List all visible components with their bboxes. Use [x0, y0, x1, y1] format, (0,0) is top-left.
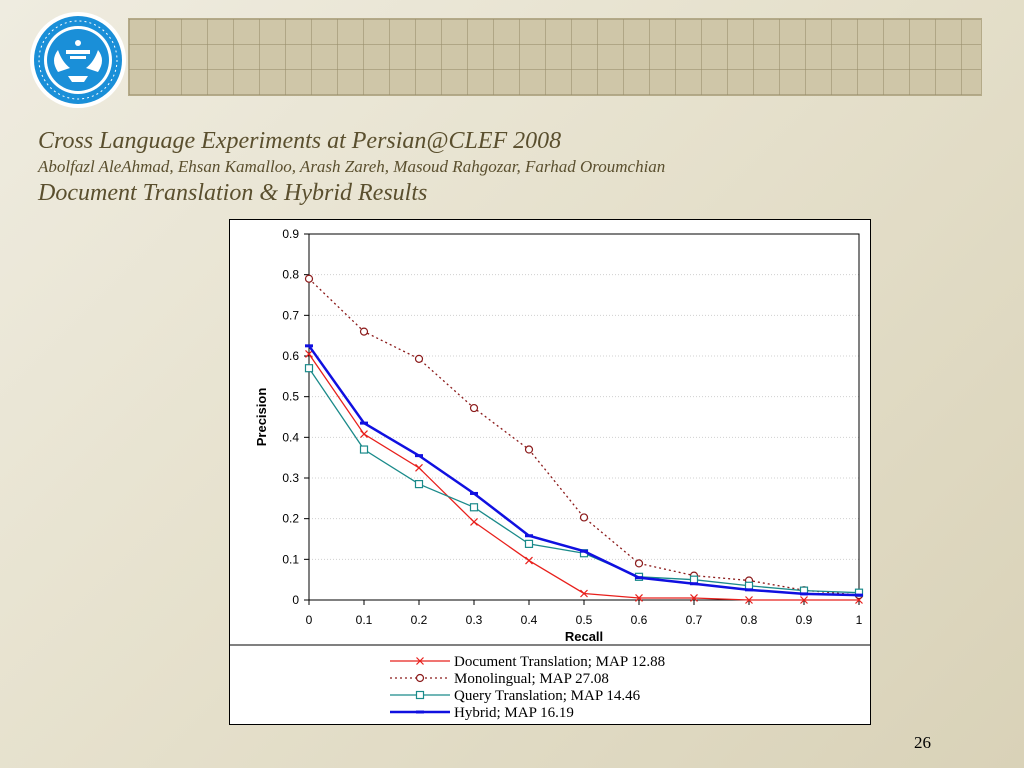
- series-1-point: [580, 589, 588, 598]
- x-tick-label: 1: [856, 613, 863, 627]
- x-tick-label: 0: [306, 613, 313, 627]
- plot-area-frame: [308, 233, 860, 601]
- series-1-point: [635, 594, 643, 602]
- page-number: 26: [914, 733, 931, 752]
- series-3-point: [414, 480, 424, 489]
- axes: 0 0.1 0.2 0.3 0.4 0.5 0.6 0.7 0.8 0.9 0 0.1 0.2 0.3 0.…: [282, 227, 862, 627]
- series-1-point: [470, 517, 478, 526]
- x-tick-label: 0.2: [411, 613, 428, 627]
- series-1-point: [525, 556, 533, 565]
- series-1-point: [305, 350, 313, 358]
- x-axis-label: Recall: [565, 629, 603, 644]
- university-of-tehran-logo-icon: [30, 12, 126, 108]
- x-tick-label: 0.9: [796, 613, 813, 627]
- legend-label-2: Monolingual; MAP 27.08: [454, 671, 609, 687]
- series-3-point: [524, 539, 534, 548]
- series-4-line: [307, 345, 860, 597]
- slide-authors: Abolfazl AleAhmad, Ehsan Kamalloo, Arash…: [38, 157, 666, 176]
- series-2-point: [359, 327, 369, 336]
- title-block: Cross Language Experiments at Persian@CL…: [38, 126, 665, 208]
- x-tick-label: 0.6: [631, 613, 648, 627]
- x-tick-label: 0.7: [686, 613, 703, 627]
- legend-marker-1: [416, 657, 424, 665]
- y-tick-label: 0.3: [282, 471, 299, 485]
- x-tick-label: 0.4: [521, 613, 538, 627]
- slide-subtitle: Document Translation & Hybrid Results: [38, 180, 428, 206]
- y-tick-label: 0.7: [282, 308, 299, 322]
- series-1-point: [360, 430, 368, 439]
- series-2-point: [469, 403, 479, 413]
- y-tick-label: 0.6: [282, 349, 299, 363]
- series-lines: [304, 274, 864, 604]
- x-tick-label: 0.8: [741, 613, 758, 627]
- series-2-point: [634, 559, 644, 568]
- series-3-point: [359, 445, 369, 454]
- y-axis-label: Precision: [254, 388, 269, 447]
- legend-marker-3: [415, 690, 425, 700]
- series-1-point: [415, 463, 423, 472]
- y-tick-label: 0.4: [282, 430, 299, 444]
- series-2-point: [304, 274, 314, 283]
- series-2-line: [308, 278, 860, 596]
- x-tick-label: 0.1: [356, 613, 373, 627]
- slide-title: Cross Language Experiments at Persian@CL…: [38, 128, 562, 154]
- legend-marker-2: [415, 673, 425, 683]
- series-3-point: [689, 575, 699, 584]
- y-tick-label: 0.5: [282, 390, 299, 404]
- series-1-line: [308, 353, 859, 601]
- y-tick-label: 0.1: [282, 552, 299, 566]
- legend-label-4: Hybrid; MAP 16.19: [454, 705, 574, 721]
- legend-label-3: Query Translation; MAP 14.46: [454, 688, 641, 704]
- legend-label-1: Document Translation; MAP 12.88: [454, 654, 665, 670]
- series-2-point: [524, 445, 534, 454]
- series-3-point: [744, 581, 754, 590]
- series-2-point: [579, 513, 589, 522]
- university-logo: [28, 10, 128, 110]
- series-1-point: [800, 596, 808, 604]
- series-3-point: [469, 503, 479, 512]
- legend: Document Translation; MAP 12.88Monolingu…: [390, 654, 665, 721]
- precision-recall-chart: 0 0.1 0.2 0.3 0.4 0.5 0.6 0.7 0.8 0.9 0 0.1 0.2 0.3 0.…: [230, 227, 870, 721]
- header-banner: [128, 18, 982, 96]
- x-tick-label: 0.5: [576, 613, 593, 627]
- series-3-point: [304, 364, 314, 373]
- y-tick-label: 0.9: [282, 227, 299, 241]
- series-1-point: [745, 596, 753, 604]
- series-2-point: [414, 354, 424, 363]
- y-tick-label: 0.8: [282, 268, 299, 282]
- y-tick-label: 0: [292, 593, 299, 607]
- series-3-line: [308, 367, 860, 594]
- x-tick-label: 0.3: [466, 613, 483, 627]
- y-tick-label: 0.2: [282, 512, 299, 526]
- series-1-point: [690, 594, 698, 602]
- chart-container: 0 0.1 0.2 0.3 0.4 0.5 0.6 0.7 0.8 0.9 0 0.1 0.2 0.3 0.…: [229, 219, 871, 725]
